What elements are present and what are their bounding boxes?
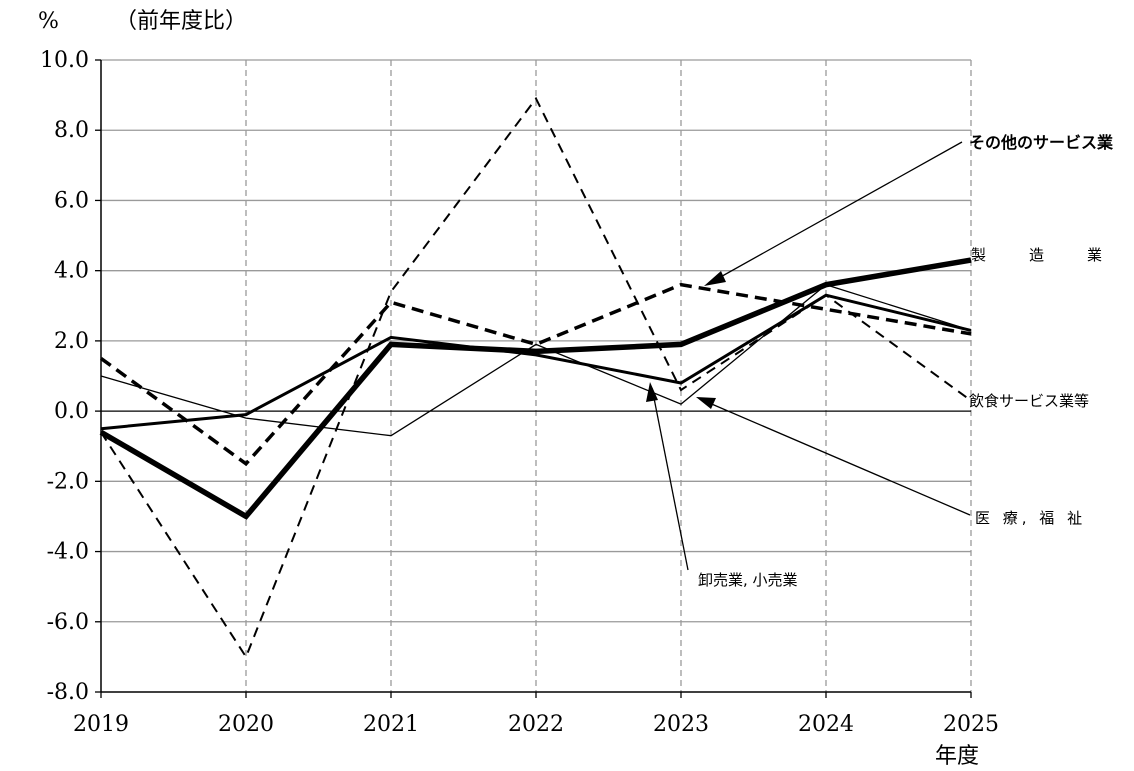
x-unit-label: 年度 [935, 744, 979, 769]
x-tick-label: 2024 [798, 712, 854, 737]
y-axis-title: （前年度比） [115, 9, 247, 34]
arrowhead-wholesale-retail [646, 382, 658, 402]
y-tick-label: 0.0 [54, 399, 89, 424]
x-tick-labels: 2019 2020 2021 2022 2023 2024 2025 [73, 712, 999, 737]
x-tick-label: 2021 [363, 712, 419, 737]
axes [95, 59, 972, 698]
y-tick-label: -6.0 [47, 610, 89, 635]
y-tick-label: 6.0 [54, 188, 89, 213]
callout-line-wholesale-retail [651, 387, 689, 571]
y-unit-label: % [38, 9, 59, 34]
callouts [651, 141, 971, 571]
y-tick-labels: 10.0 8.0 6.0 4.0 2.0 0.0 -2.0 -4.0 -6.0 -8.0 [40, 48, 89, 705]
x-tick-label: 2023 [653, 712, 709, 737]
series-lines [99, 96, 972, 660]
x-tick-label: 2019 [73, 712, 129, 737]
label-other-services: その他のサービス業 [969, 133, 1114, 152]
callout-line-other-services [707, 141, 963, 285]
y-tick-label: -2.0 [47, 469, 89, 494]
y-tick-label: 2.0 [54, 329, 89, 354]
arrowhead-other-services [704, 271, 726, 286]
y-tick-label: -8.0 [47, 680, 89, 705]
y-tick-label: -4.0 [47, 540, 89, 565]
callout-line-medical-welfare [699, 398, 971, 516]
label-wholesale-retail: 卸売業, 小売業 [698, 571, 798, 589]
gridlines [101, 59, 972, 692]
series-line-0 [99, 257, 972, 520]
series-line-1 [99, 282, 972, 467]
y-tick-label: 10.0 [40, 48, 89, 73]
x-tick-label: 2025 [943, 712, 999, 737]
y-tick-label: 8.0 [54, 118, 89, 143]
x-tick-label: 2022 [508, 712, 564, 737]
label-medical-welfare: 医 療, 福 祉 [975, 509, 1086, 527]
series-line-4 [100, 293, 972, 431]
label-food-services: 飲食サービス業等 [969, 392, 1089, 410]
callout-arrowheads [646, 271, 726, 409]
x-tick-label: 2020 [218, 712, 274, 737]
y-tick-label: 4.0 [54, 259, 89, 284]
arrowhead-medical-welfare [696, 397, 716, 409]
label-manufacturing: 製 造 業 [971, 246, 1116, 264]
